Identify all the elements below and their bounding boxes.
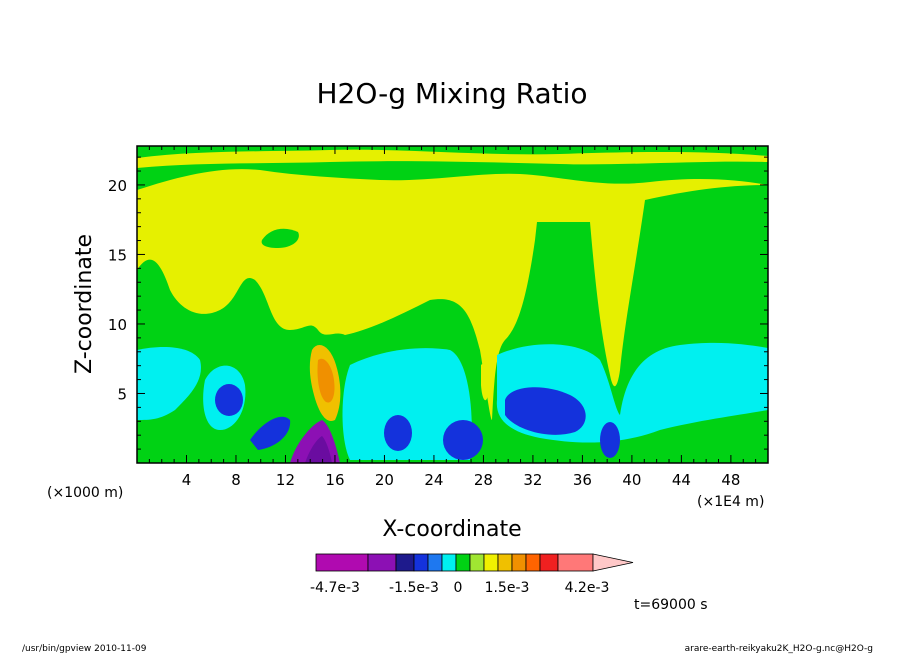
- colorbar-label: 1.5e-3: [485, 580, 530, 596]
- x-tick-label: 48: [721, 471, 740, 489]
- colorbar-label: 0: [454, 580, 463, 596]
- colorbar-segment: [557, 553, 594, 572]
- colorbar-segment: [539, 553, 559, 572]
- x-ticks: 4 8 12 16 20 24 28 32 36 40 44 48: [148, 146, 757, 489]
- y-axis-label: Z-coordinate: [72, 234, 97, 374]
- colorbar-segment: [511, 553, 527, 572]
- x-tick-label: 8: [231, 471, 241, 489]
- colorbar-labels: -4.7e-3 -1.5e-3 0 1.5e-3 4.2e-3: [310, 580, 609, 596]
- colorbar-segment: [441, 553, 457, 572]
- x-tick-label: 20: [375, 471, 394, 489]
- region-yellow-streak-mid: [481, 364, 489, 401]
- colorbar-segment: [455, 553, 471, 572]
- x-scale-label: (×1E4 m): [697, 494, 764, 510]
- region-blue-1: [215, 384, 243, 416]
- footer-right: arare-earth-reikyaku2K_H2O-g.nc@H2O-g: [685, 644, 873, 654]
- region-cyan-left: [137, 347, 201, 420]
- region-cyan-center: [342, 348, 472, 460]
- x-unit-label: (×1000 m): [47, 485, 123, 501]
- colorbar: [315, 553, 634, 572]
- x-tick-label: 4: [182, 471, 192, 489]
- contour-plot-area: [137, 146, 768, 463]
- colorbar-segment: [315, 553, 369, 572]
- region-yellow-streak: [137, 149, 768, 168]
- x-axis-label: X-coordinate: [382, 517, 521, 542]
- x-tick-label: 32: [523, 471, 542, 489]
- region-blue-5: [600, 422, 620, 458]
- colorbar-segment: [483, 553, 499, 572]
- time-label: t=69000 s: [634, 597, 708, 613]
- x-tick-label: 28: [474, 471, 493, 489]
- y-ticks: 5 10 15 20: [108, 156, 768, 450]
- region-blue-3: [443, 420, 483, 460]
- colorbar-segment: [427, 553, 443, 572]
- colorbar-segment: [395, 553, 415, 572]
- x-tick-label: 40: [622, 471, 641, 489]
- chart-title: H2O-g Mixing Ratio: [316, 77, 587, 110]
- colorbar-label: 4.2e-3: [565, 580, 610, 596]
- y-tick-label: 5: [117, 385, 127, 403]
- colorbar-segment: [367, 553, 397, 572]
- colorbar-segment: [497, 553, 513, 572]
- x-tick-label: 16: [325, 471, 344, 489]
- y-tick-label: 10: [108, 316, 127, 334]
- colorbar-label: -4.7e-3: [310, 580, 360, 596]
- region-orange-core: [317, 358, 335, 403]
- y-tick-label: 15: [108, 246, 127, 264]
- region-blue-4: [505, 387, 586, 435]
- colorbar-segment: [413, 553, 429, 572]
- colorbar-segment: [525, 553, 541, 572]
- footer-left: /usr/bin/gpview 2010-11-09: [22, 644, 147, 654]
- region-green-patch: [261, 228, 299, 248]
- region-purple-dark: [305, 436, 332, 463]
- x-tick-label: 12: [276, 471, 295, 489]
- plot-frame: [136, 145, 769, 464]
- y-tick-label: 20: [108, 177, 127, 195]
- colorbar-arrow: [592, 553, 634, 572]
- x-tick-label: 24: [424, 471, 443, 489]
- region-blue-6: [250, 416, 291, 450]
- x-tick-label: 44: [672, 471, 691, 489]
- colorbar-label: -1.5e-3: [389, 580, 439, 596]
- colorbar-segment: [469, 553, 485, 572]
- x-tick-label: 36: [573, 471, 592, 489]
- region-blue-2: [384, 415, 412, 451]
